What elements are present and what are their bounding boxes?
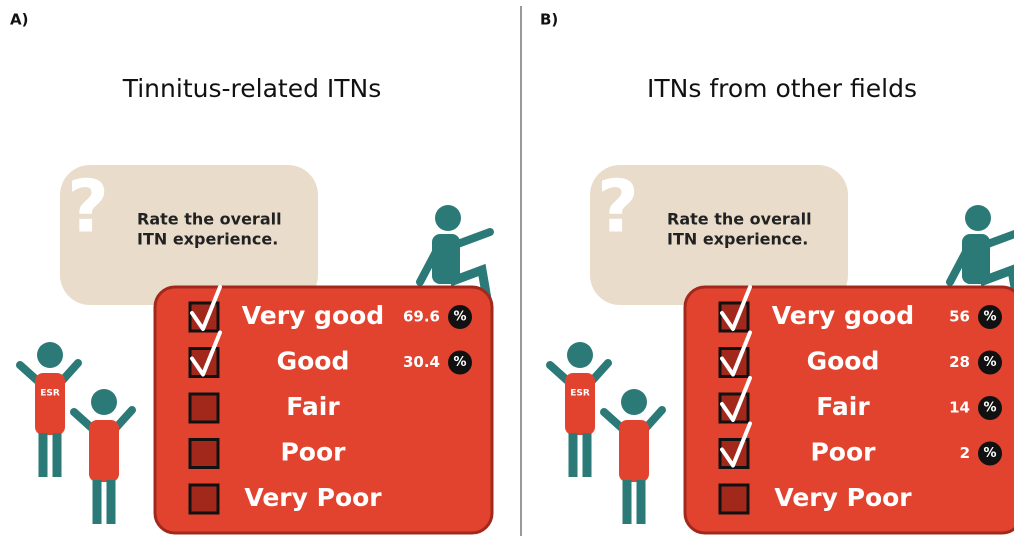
shirt-label: ESR — [570, 389, 590, 399]
question-mark: ? — [67, 165, 109, 249]
question-text: Rate the overall — [137, 210, 282, 229]
option-label: Good — [807, 347, 880, 376]
option-value: 30.4 — [403, 353, 440, 371]
panel-title: ITNs from other fields — [647, 74, 917, 103]
unit-label: % — [983, 401, 996, 416]
unit-label: % — [983, 310, 996, 325]
figure-head — [37, 342, 63, 368]
option-label: Fair — [286, 392, 340, 421]
page: A) Tinnitus-related ITNs? Rate the overall… — [0, 0, 1014, 538]
option-value: 28 — [949, 353, 970, 371]
panel-label: B) — [540, 11, 558, 29]
figure-body — [619, 420, 649, 482]
option-label: Very Poor — [244, 483, 382, 512]
shirt-label: ESR — [40, 389, 60, 399]
option-value: 2 — [960, 444, 970, 462]
unit-label: % — [983, 446, 996, 461]
figure-body — [565, 373, 595, 435]
option-label: Fair — [816, 392, 870, 421]
figure-head — [621, 389, 647, 415]
figure-head — [435, 205, 461, 231]
unit-label: % — [983, 355, 996, 370]
option-value: 56 — [949, 308, 970, 326]
option-value: 14 — [949, 399, 970, 417]
checkbox — [720, 485, 748, 513]
option-label: Very good — [242, 301, 384, 330]
option-label: Very Poor — [774, 483, 912, 512]
question-text: Rate the overall — [667, 210, 812, 229]
unit-label: % — [453, 310, 466, 325]
checkbox — [190, 394, 218, 422]
question-mark: ? — [597, 165, 639, 249]
figure-head — [567, 342, 593, 368]
panel-label: A) — [10, 11, 28, 29]
question-text: ITN experience. — [667, 230, 808, 249]
figure-body — [35, 373, 65, 435]
checkbox — [190, 440, 218, 468]
unit-label: % — [453, 355, 466, 370]
option-label: Very good — [772, 301, 914, 330]
option-label: Good — [277, 347, 350, 376]
question-text: ITN experience. — [137, 230, 278, 249]
figure-head — [965, 205, 991, 231]
option-value: 69.6 — [403, 308, 440, 326]
option-label: Poor — [810, 438, 876, 467]
figure-body — [89, 420, 119, 482]
figure-head — [91, 389, 117, 415]
panel-title: Tinnitus-related ITNs — [122, 74, 382, 103]
infographic: A) Tinnitus-related ITNs? Rate the overall… — [0, 0, 1014, 538]
option-label: Poor — [280, 438, 346, 467]
checkbox — [190, 485, 218, 513]
